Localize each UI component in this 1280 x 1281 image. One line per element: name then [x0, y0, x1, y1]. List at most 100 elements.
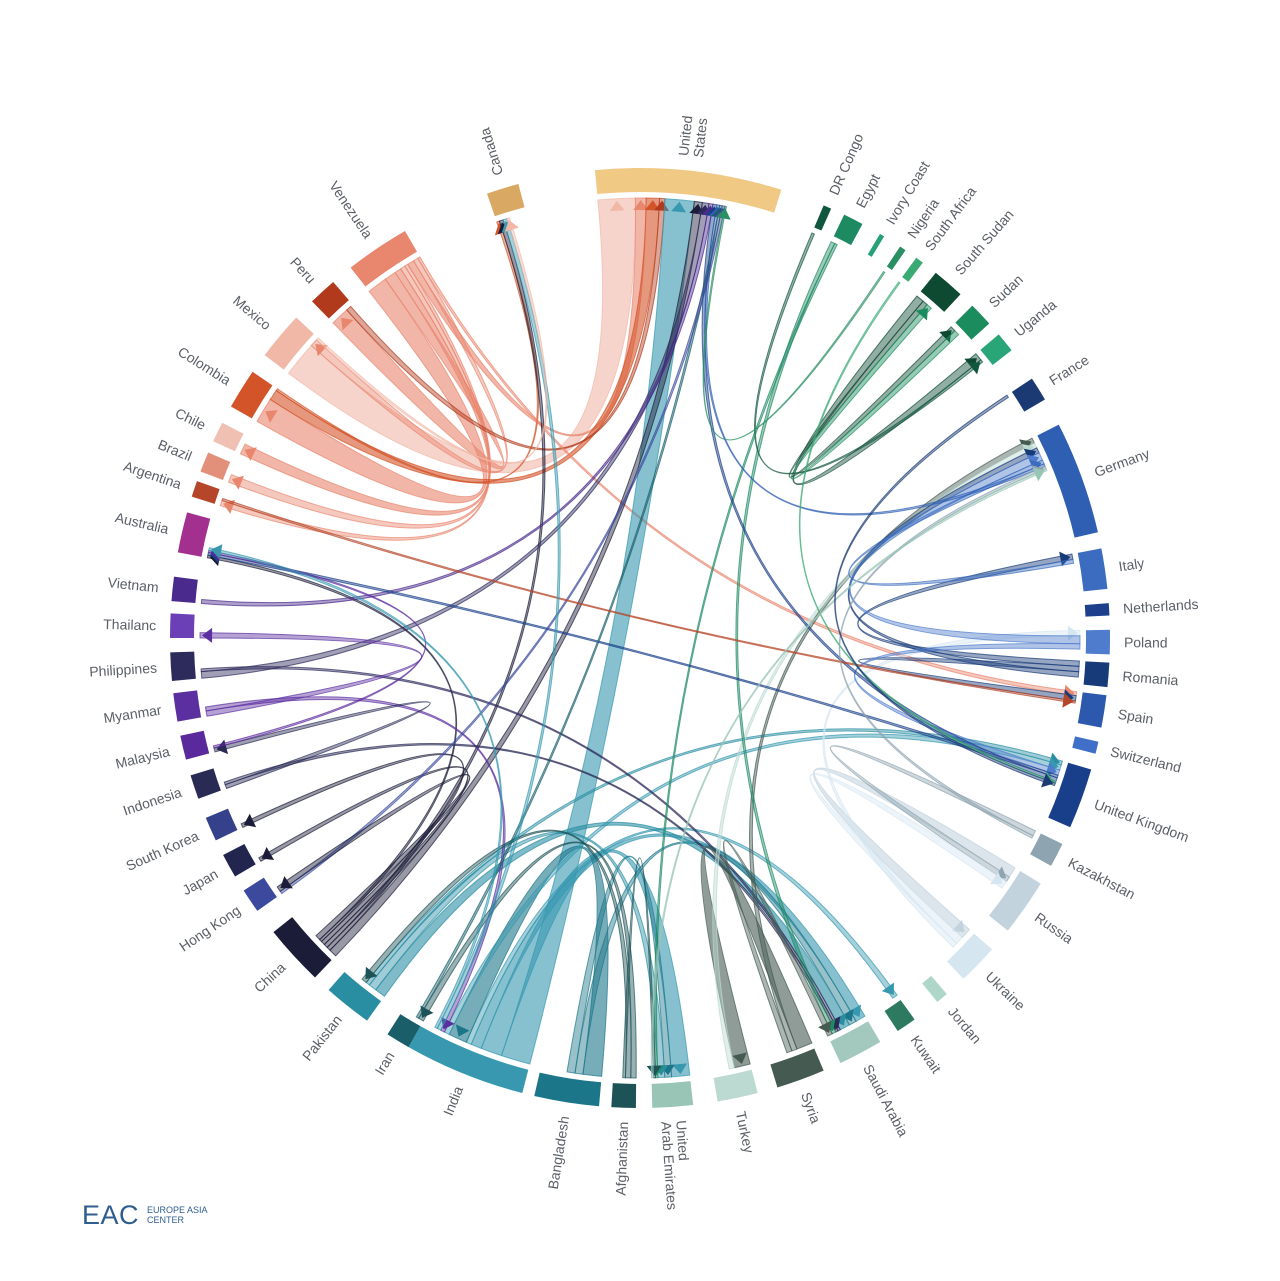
label-line-poland-0: Poland — [1124, 634, 1168, 650]
label-line-colombia-0: Colombia — [175, 343, 234, 388]
flow-turkey-to-germany — [712, 442, 1038, 1070]
flow-venezuela-to-usa — [407, 197, 647, 437]
flow-russia-to-ukraine — [813, 767, 1016, 939]
label-line-hongkong-0: Hong Kong — [176, 902, 243, 954]
label-line-kuwait-0: Kuwait — [908, 1032, 945, 1076]
arc-canada — [486, 184, 525, 217]
arc-france — [1011, 378, 1045, 412]
label-line-uk-0: United Kingdom — [1092, 796, 1191, 845]
label-line-mexico-0: Mexico — [230, 292, 274, 333]
arc-switzerland — [1072, 736, 1099, 754]
label-kazakhstan: Kazakhstan — [1066, 854, 1138, 902]
label-line-uae-0: United — [673, 1120, 692, 1161]
arrowhead-india-to-australia — [211, 544, 223, 559]
label-line-switzerland-0: Switzerland — [1109, 743, 1183, 775]
logo-subtitle: EUROPE ASIA CENTER — [147, 1205, 208, 1225]
flow-venezuela-to-mexico — [310, 257, 508, 474]
flow-syria-to-germany — [749, 437, 1036, 1052]
label-line-china-0: China — [251, 959, 289, 996]
arrowhead-ukraine-to-russia — [990, 871, 1003, 885]
arc-ukraine — [947, 933, 993, 979]
label-line-chile-0: Chile — [173, 405, 209, 433]
flow-bangladesh-to-saudiarabia — [574, 841, 857, 1075]
label-chile: Chile — [173, 405, 209, 433]
arrowhead-india-to-uae — [672, 1063, 688, 1075]
label-usa: UnitedStates — [675, 115, 710, 158]
label-line-thailand-0: Thailanc — [103, 616, 156, 633]
flow-afghanistan-to-pakistan — [361, 829, 632, 1079]
arrowhead-venezuela-to-brazil — [231, 475, 244, 490]
arc-indonesia — [190, 768, 221, 799]
arc-italy — [1077, 548, 1108, 592]
arc-bangladesh — [534, 1072, 602, 1107]
label-line-italy-0: Italy — [1118, 555, 1146, 575]
label-romania: Romania — [1122, 668, 1179, 688]
arc-saudiarabia — [830, 1021, 881, 1064]
arc-sudan — [955, 305, 990, 340]
arrowhead-myanmar-to-india — [441, 1017, 455, 1030]
label-line-usa-0: United — [675, 115, 695, 157]
label-saudiarabia: Saudi Arabia — [860, 1062, 912, 1140]
label-line-venezuela-0: Venezuela — [326, 178, 376, 241]
arc-hongkong — [243, 877, 277, 911]
arrowhead-india-to-usa — [671, 201, 687, 213]
label-france: France — [1046, 352, 1092, 389]
flow-uk-to-australia — [207, 551, 1059, 779]
label-line-vietnam-0: Vietnam — [107, 574, 160, 595]
arc-australia — [177, 512, 211, 557]
label-line-india-0: India — [440, 1084, 466, 1118]
arc-egypt — [833, 214, 863, 246]
label-japan: Japan — [179, 866, 220, 898]
label-netherlands: Netherlands — [1123, 596, 1199, 617]
flow-egypt-to-saudiarabia — [735, 241, 837, 1035]
arc-pakistan — [328, 972, 382, 1021]
arc-uae — [651, 1081, 694, 1108]
arrowhead-mexico-to-usa — [609, 200, 625, 212]
label-sudan: Sudan — [986, 271, 1026, 310]
arrowhead-bangladesh-to-saudiarabia — [840, 1008, 854, 1022]
label-line-uae-1: Arab Emirates — [658, 1121, 680, 1211]
arc-philippines — [170, 651, 196, 682]
arc-uganda — [980, 334, 1012, 365]
logo-mark: EAC — [82, 1200, 140, 1230]
label-line-afghanistan-0: Afghanistan — [613, 1121, 632, 1195]
arc-nigeria — [886, 246, 906, 270]
label-line-japan-0: Japan — [179, 866, 220, 898]
arrowhead-venezuela-to-colombia — [265, 410, 278, 423]
label-line-jordan-0: Jordan — [945, 1004, 985, 1047]
label-afghanistan: Afghanistan — [613, 1121, 632, 1195]
flow-myanmar-to-thailand — [199, 632, 423, 717]
arrowhead-france-to-uk — [1041, 773, 1054, 788]
label-switzerland: Switzerland — [1109, 743, 1183, 775]
arc-southafrica — [902, 257, 923, 282]
flow-sudan-to-southsudan — [790, 303, 960, 480]
arc-spain — [1077, 692, 1107, 728]
label-line-egypt-0: Egypt — [853, 171, 884, 210]
flow-ukraine-to-poland — [822, 629, 1081, 948]
label-southkorea: South Korea — [123, 827, 201, 873]
arc-netherlands — [1084, 603, 1110, 617]
label-china: China — [251, 959, 289, 996]
arc-jordan — [922, 975, 947, 1002]
arc-germany — [1037, 424, 1098, 538]
flow-bangladesh-to-uae — [566, 855, 673, 1078]
flow-southsudan-to-uganda — [792, 295, 982, 486]
flow-kazakhstan-to-russia — [829, 745, 1037, 883]
arrowhead-mexico-to-canada — [504, 220, 519, 232]
label-line-saudiarabia-0: Saudi Arabia — [860, 1062, 912, 1140]
label-line-ukraine-0: Ukraine — [983, 968, 1029, 1013]
arrowhead-russia-to-ukraine — [951, 919, 965, 933]
arrowhead-venezuela-to-chile — [244, 447, 257, 461]
arrowhead-drcongo-to-uganda — [967, 362, 981, 375]
label-line-bangladesh-0: Bangladesh — [545, 1115, 572, 1191]
label-syria: Syria — [798, 1090, 824, 1126]
eac-logo: EAC EUROPE ASIA CENTER — [82, 1202, 208, 1229]
flow-afghanistan-to-uae — [622, 857, 657, 1079]
arrowhead-afghanistan-to-pakistan — [365, 966, 378, 980]
label-vietnam: Vietnam — [107, 574, 160, 595]
flow-syria-to-saudiarabia — [722, 840, 833, 1054]
flow-uae-to-germany — [650, 468, 1048, 1079]
flow-pakistan-to-uae — [368, 831, 666, 1079]
label-malaysia: Malaysia — [114, 743, 172, 772]
flow-china-to-hongkong — [276, 773, 471, 941]
